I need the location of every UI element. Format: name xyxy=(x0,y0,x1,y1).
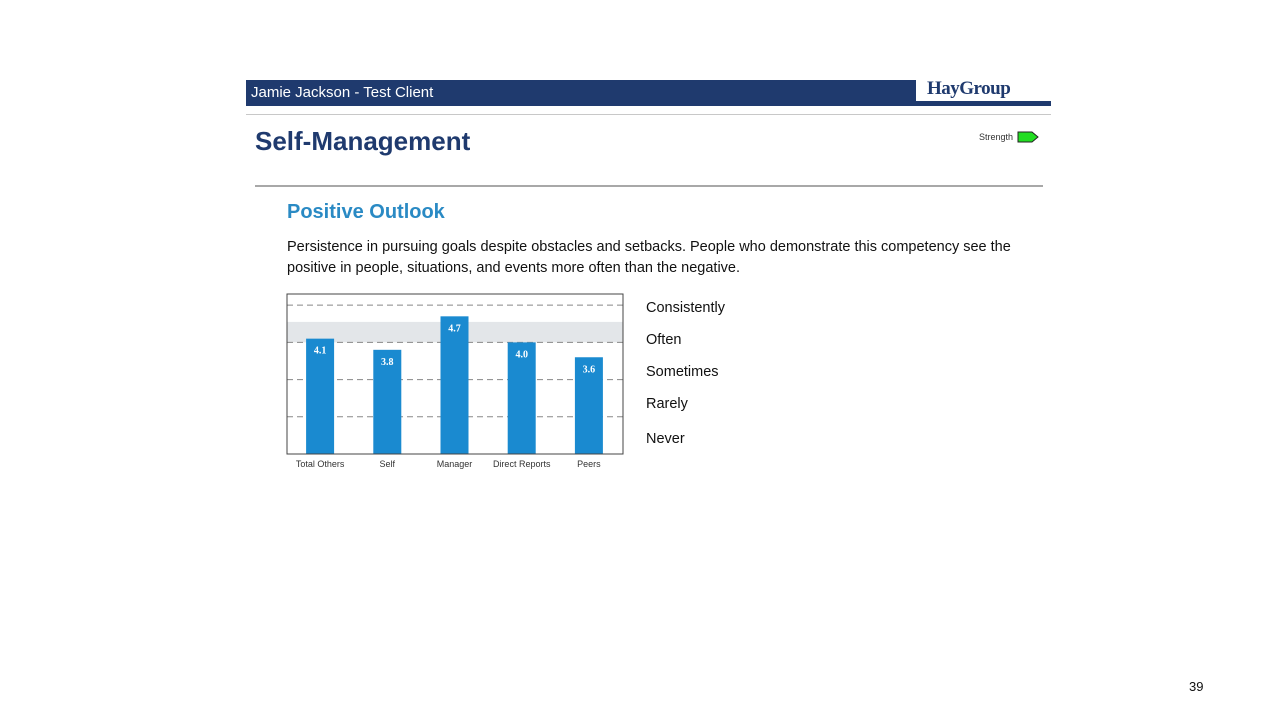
header-bar xyxy=(246,80,916,106)
scale-label-consistently: Consistently xyxy=(646,300,725,316)
category-label: Direct Reports xyxy=(493,459,551,469)
scale-label-never: Never xyxy=(646,431,685,447)
bar-chart: 4.1 Total Others 3.8 Self 4.7 Manager 4.0 Direc… xyxy=(286,293,624,469)
competency-description: Persistence in pursuing goals despite ob… xyxy=(287,239,1011,276)
bar-total-others xyxy=(306,338,335,454)
logo-underline xyxy=(916,101,1051,106)
category-label: Self xyxy=(380,459,396,469)
data-label: 4.1 xyxy=(314,346,327,357)
scale-label-rarely: Rarely xyxy=(646,396,688,412)
client-name: Jamie Jackson - Test Client xyxy=(251,84,434,101)
header-divider xyxy=(246,114,1051,115)
page-number: 39 xyxy=(1189,679,1204,694)
data-label: 4.0 xyxy=(515,349,528,360)
category-label: Total Others xyxy=(296,459,345,469)
scale-label-often: Often xyxy=(646,332,682,348)
page-title: Self-Management xyxy=(255,126,471,156)
strength-legend-label: Strength xyxy=(979,132,1014,142)
bar-self xyxy=(373,349,402,454)
data-label: 4.7 xyxy=(448,323,461,334)
scale-label-sometimes: Sometimes xyxy=(646,364,719,380)
haygroup-logo: HayGroup xyxy=(927,78,1011,99)
bar-peers xyxy=(574,357,603,454)
data-label: 3.8 xyxy=(381,357,394,368)
title-divider xyxy=(255,185,1043,187)
category-label: Peers xyxy=(577,459,601,469)
bar-manager xyxy=(440,316,469,454)
strength-tag-icon xyxy=(1017,131,1039,143)
competency-title: Positive Outlook xyxy=(287,201,445,223)
data-label: 3.6 xyxy=(583,364,596,375)
chart-frame xyxy=(286,293,624,455)
bar-direct-reports xyxy=(507,342,536,454)
category-label: Manager xyxy=(437,459,473,469)
